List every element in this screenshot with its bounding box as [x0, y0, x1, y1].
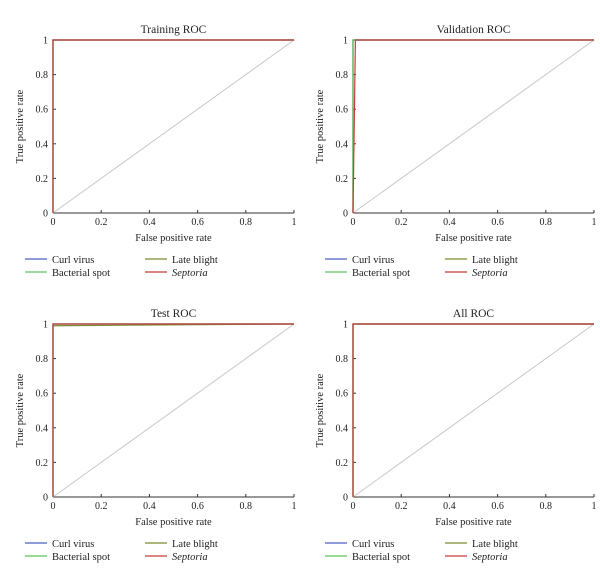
x-tick-label: 0	[51, 217, 56, 228]
legend-label-bacterial-spot: Bacterial spot	[52, 552, 110, 563]
x-tick-label: 0.6	[491, 217, 504, 228]
x-tick-label: 1	[292, 501, 297, 512]
x-tick-label: 0.8	[540, 217, 553, 228]
x-tick-label: 0.4	[443, 217, 456, 228]
series-line-septoria	[352, 323, 594, 497]
x-tick-label: 1	[592, 217, 597, 228]
x-tick-label: 0.8	[240, 217, 253, 228]
y-tick-label: 0.6	[36, 389, 49, 400]
x-tick-label: 0.6	[191, 501, 204, 512]
legend-label-septoria: Septoria	[472, 268, 508, 279]
y-tick-label: 0.4	[36, 423, 49, 434]
x-tick-label: 1	[292, 217, 297, 228]
y-tick-label: 0	[343, 209, 348, 220]
chart-title: Training ROC	[141, 24, 207, 36]
legend-label-bacterial-spot: Bacterial spot	[352, 552, 410, 563]
y-tick-label: 0.8	[336, 354, 349, 365]
x-tick-label: 0.2	[395, 217, 408, 228]
y-tick-label: 0.4	[336, 139, 349, 150]
series-line-septoria	[52, 323, 294, 497]
legend-label-bacterial-spot: Bacterial spot	[352, 268, 410, 279]
x-tick-label: 0.2	[95, 501, 108, 512]
y-tick-label: 0.4	[336, 423, 349, 434]
y-tick-label: 0.2	[336, 458, 349, 469]
diagonal-reference-line	[52, 323, 295, 498]
y-tick-label: 0.8	[336, 70, 349, 81]
x-tick-label: 0	[351, 501, 356, 512]
roc-chart-all: All ROC 0 0.2 0.4 0.6 0.8 1 0 0.2 0.4 0.6 0.8 1 False…	[315, 308, 597, 563]
legend-label-septoria: Septoria	[172, 268, 208, 279]
x-tick-label: 1	[592, 501, 597, 512]
legend-label-septoria: Septoria	[472, 552, 508, 563]
x-tick-label: 0.6	[491, 501, 504, 512]
roc-panel-all: All ROC 0 0.2 0.4 0.6 0.8 1 0 0.2 0.4 0.6 0.8 1 False…	[300, 284, 600, 573]
y-tick-label: 0.2	[36, 174, 49, 185]
y-tick-label: 0	[43, 493, 48, 504]
series-line-septoria	[52, 39, 294, 213]
y-tick-label: 0	[43, 209, 48, 220]
y-tick-label: 0.8	[36, 70, 49, 81]
y-tick-label: 1	[43, 36, 48, 47]
roc-chart-validation: Validation ROC 0 0.2 0.4 0.6 0.8 1 0 0.2 0.4 0.6 0.…	[315, 24, 597, 279]
x-axis-label: False positive rate	[135, 233, 212, 244]
y-axis-label: True positive rate	[315, 373, 326, 447]
y-tick-label: 0.6	[336, 389, 349, 400]
diagonal-reference-line	[52, 39, 295, 214]
x-axis-label: False positive rate	[435, 517, 512, 528]
legend-label-curl-virus: Curl virus	[52, 255, 94, 266]
x-tick-label: 0.4	[143, 501, 156, 512]
y-tick-label: 0.6	[36, 105, 49, 116]
chart-title: Test ROC	[151, 308, 197, 320]
legend-label-septoria: Septoria	[172, 552, 208, 563]
x-tick-label: 0.4	[143, 217, 156, 228]
y-axis-label: True positive rate	[15, 373, 26, 447]
x-tick-label: 0.6	[191, 217, 204, 228]
y-tick-label: 0.2	[336, 174, 349, 185]
legend-label-curl-virus: Curl virus	[352, 255, 394, 266]
legend-label-curl-virus: Curl virus	[52, 539, 94, 550]
y-tick-label: 0.4	[36, 139, 49, 150]
legend-label-late-blight: Late blight	[472, 539, 518, 550]
legend-label-late-blight: Late blight	[472, 255, 518, 266]
roc-panel-training: Training ROC 0 0.2 0.4 0.6 0.8 1 0 0.2 0.4 0.6 0.8 1…	[0, 0, 300, 289]
x-tick-label: 0.2	[95, 217, 108, 228]
x-tick-label: 0.8	[240, 501, 253, 512]
y-tick-label: 1	[343, 320, 348, 331]
x-tick-label: 0.8	[540, 501, 553, 512]
series-line-septoria	[352, 39, 594, 214]
diagonal-reference-line	[352, 39, 595, 214]
legend-label-late-blight: Late blight	[172, 539, 218, 550]
x-tick-label: 0.4	[443, 501, 456, 512]
roc-panel-test: Test ROC 0 0.2 0.4 0.6 0.8 1 0 0.2 0.4 0.6 0.8 1 Fals…	[0, 284, 300, 573]
roc-chart-training: Training ROC 0 0.2 0.4 0.6 0.8 1 0 0.2 0.4 0.6 0.8 1…	[15, 24, 297, 279]
roc-chart-test: Test ROC 0 0.2 0.4 0.6 0.8 1 0 0.2 0.4 0.6 0.8 1 Fals…	[15, 308, 297, 563]
y-tick-label: 1	[343, 36, 348, 47]
legend-label-bacterial-spot: Bacterial spot	[52, 268, 110, 279]
x-tick-label: 0.2	[395, 501, 408, 512]
chart-title: All ROC	[453, 308, 495, 320]
y-axis-label: True positive rate	[15, 89, 26, 163]
x-tick-label: 0	[351, 217, 356, 228]
x-axis-label: False positive rate	[435, 233, 512, 244]
y-tick-label: 0.8	[36, 354, 49, 365]
legend-label-curl-virus: Curl virus	[352, 539, 394, 550]
legend-label-late-blight: Late blight	[172, 255, 218, 266]
y-tick-label: 1	[43, 320, 48, 331]
y-tick-label: 0.6	[336, 105, 349, 116]
diagonal-reference-line	[352, 323, 595, 498]
roc-panel-validation: Validation ROC 0 0.2 0.4 0.6 0.8 1 0 0.2 0.4 0.6 0.…	[300, 0, 600, 289]
x-axis-label: False positive rate	[135, 517, 212, 528]
x-tick-label: 0	[51, 501, 56, 512]
y-axis-label: True positive rate	[315, 89, 326, 163]
y-tick-label: 0	[343, 493, 348, 504]
chart-title: Validation ROC	[437, 24, 511, 36]
y-tick-label: 0.2	[36, 458, 49, 469]
